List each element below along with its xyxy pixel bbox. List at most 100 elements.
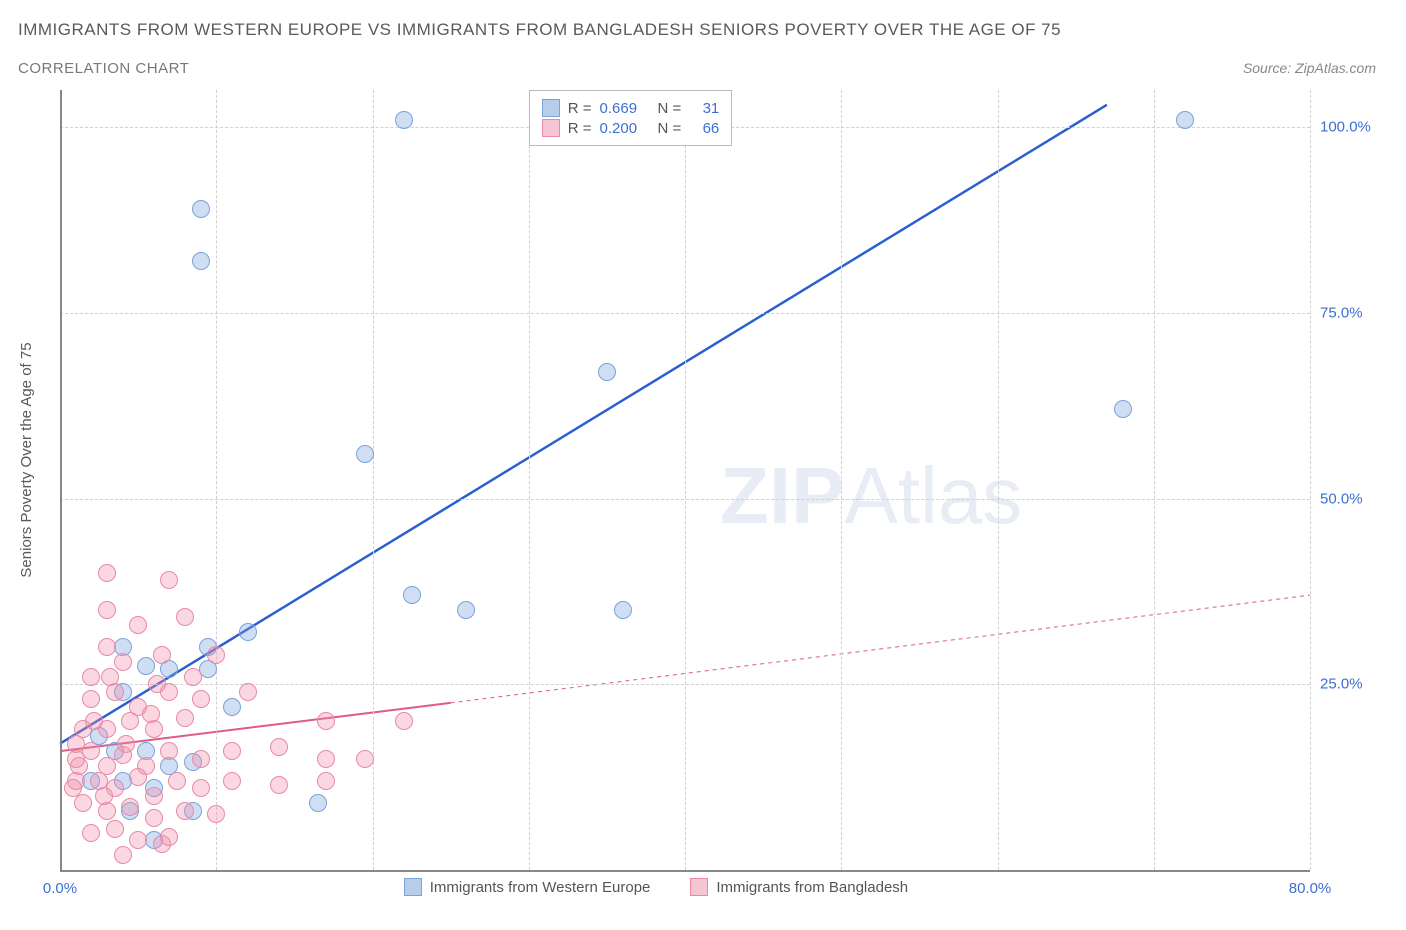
legend-n-label: N = bbox=[658, 100, 682, 117]
point-bangladesh bbox=[98, 601, 116, 619]
point-bangladesh bbox=[74, 794, 92, 812]
point-western-europe bbox=[598, 363, 616, 381]
x-tick-label: 0.0% bbox=[43, 880, 77, 897]
point-bangladesh bbox=[82, 690, 100, 708]
point-bangladesh bbox=[192, 750, 210, 768]
point-bangladesh bbox=[207, 646, 225, 664]
point-bangladesh bbox=[64, 779, 82, 797]
point-western-europe bbox=[614, 601, 632, 619]
point-bangladesh bbox=[129, 831, 147, 849]
grid-line-v bbox=[373, 90, 374, 870]
point-bangladesh bbox=[207, 805, 225, 823]
point-bangladesh bbox=[145, 787, 163, 805]
series-legend-label: Immigrants from Bangladesh bbox=[716, 879, 908, 896]
point-bangladesh bbox=[114, 653, 132, 671]
y-axis-label: Seniors Poverty Over the Age of 75 bbox=[18, 342, 35, 577]
point-bangladesh bbox=[148, 675, 166, 693]
legend-n-label: N = bbox=[658, 120, 682, 137]
point-western-europe bbox=[192, 252, 210, 270]
point-bangladesh bbox=[70, 757, 88, 775]
point-bangladesh bbox=[121, 712, 139, 730]
point-bangladesh bbox=[114, 846, 132, 864]
legend-r-label: R = bbox=[568, 100, 592, 117]
point-bangladesh bbox=[153, 646, 171, 664]
grid-line-v bbox=[529, 90, 530, 870]
legend-n-value: 66 bbox=[689, 120, 719, 137]
chart-subtitle: CORRELATION CHART bbox=[18, 60, 189, 77]
legend-swatch bbox=[542, 99, 560, 117]
legend-swatch bbox=[404, 878, 422, 896]
legend-r-value: 0.669 bbox=[600, 100, 650, 117]
point-bangladesh bbox=[129, 616, 147, 634]
point-bangladesh bbox=[121, 798, 139, 816]
y-tick-label: 100.0% bbox=[1320, 119, 1380, 136]
point-bangladesh bbox=[168, 772, 186, 790]
point-bangladesh bbox=[160, 828, 178, 846]
point-bangladesh bbox=[356, 750, 374, 768]
point-bangladesh bbox=[82, 668, 100, 686]
point-bangladesh bbox=[239, 683, 257, 701]
point-western-europe bbox=[223, 698, 241, 716]
legend-n-value: 31 bbox=[689, 100, 719, 117]
point-bangladesh bbox=[176, 802, 194, 820]
point-bangladesh bbox=[317, 772, 335, 790]
y-tick-label: 50.0% bbox=[1320, 490, 1380, 507]
grid-line-v bbox=[216, 90, 217, 870]
point-western-europe bbox=[457, 601, 475, 619]
grid-line-v bbox=[841, 90, 842, 870]
correlation-legend: R = 0.669 N = 31 R = 0.200 N = 66 bbox=[529, 90, 733, 146]
point-bangladesh bbox=[270, 776, 288, 794]
point-bangladesh bbox=[176, 709, 194, 727]
legend-swatch bbox=[690, 878, 708, 896]
grid-line-v bbox=[1154, 90, 1155, 870]
series-legend: Immigrants from Western Europe Immigrant… bbox=[404, 878, 908, 896]
legend-row: R = 0.669 N = 31 bbox=[542, 99, 720, 117]
point-western-europe bbox=[395, 111, 413, 129]
point-bangladesh bbox=[95, 787, 113, 805]
point-western-europe bbox=[192, 200, 210, 218]
point-bangladesh bbox=[223, 772, 241, 790]
point-bangladesh bbox=[98, 638, 116, 656]
point-bangladesh bbox=[101, 668, 119, 686]
source-attribution: Source: ZipAtlas.com bbox=[1243, 60, 1376, 76]
point-bangladesh bbox=[270, 738, 288, 756]
point-bangladesh bbox=[82, 824, 100, 842]
point-bangladesh bbox=[192, 779, 210, 797]
trend-line-extension bbox=[451, 595, 1310, 703]
point-western-europe bbox=[356, 445, 374, 463]
point-bangladesh bbox=[395, 712, 413, 730]
point-bangladesh bbox=[129, 768, 147, 786]
y-tick-label: 25.0% bbox=[1320, 676, 1380, 693]
grid-line-v bbox=[685, 90, 686, 870]
series-legend-label: Immigrants from Western Europe bbox=[430, 879, 651, 896]
legend-row: R = 0.200 N = 66 bbox=[542, 119, 720, 137]
y-tick-label: 75.0% bbox=[1320, 304, 1380, 321]
point-bangladesh bbox=[160, 742, 178, 760]
series-legend-item: Immigrants from Western Europe bbox=[404, 878, 651, 896]
point-bangladesh bbox=[192, 690, 210, 708]
x-axis-line bbox=[60, 870, 1310, 872]
plot-region: ZIPAtlas 25.0%50.0%75.0%100.0%0.0%80.0% … bbox=[60, 90, 1310, 870]
grid-line-v bbox=[1310, 90, 1311, 870]
point-bangladesh bbox=[160, 571, 178, 589]
point-bangladesh bbox=[117, 735, 135, 753]
x-tick-label: 80.0% bbox=[1289, 880, 1332, 897]
point-western-europe bbox=[1176, 111, 1194, 129]
y-axis-line bbox=[60, 90, 62, 870]
point-western-europe bbox=[309, 794, 327, 812]
grid-line-v bbox=[998, 90, 999, 870]
point-bangladesh bbox=[176, 608, 194, 626]
legend-r-label: R = bbox=[568, 120, 592, 137]
point-bangladesh bbox=[67, 735, 85, 753]
point-bangladesh bbox=[223, 742, 241, 760]
chart-title: IMMIGRANTS FROM WESTERN EUROPE VS IMMIGR… bbox=[18, 20, 1061, 40]
point-western-europe bbox=[239, 623, 257, 641]
point-bangladesh bbox=[317, 750, 335, 768]
legend-r-value: 0.200 bbox=[600, 120, 650, 137]
point-bangladesh bbox=[317, 712, 335, 730]
point-bangladesh bbox=[98, 564, 116, 582]
point-bangladesh bbox=[85, 712, 103, 730]
point-bangladesh bbox=[145, 809, 163, 827]
point-bangladesh bbox=[106, 820, 124, 838]
point-western-europe bbox=[137, 657, 155, 675]
